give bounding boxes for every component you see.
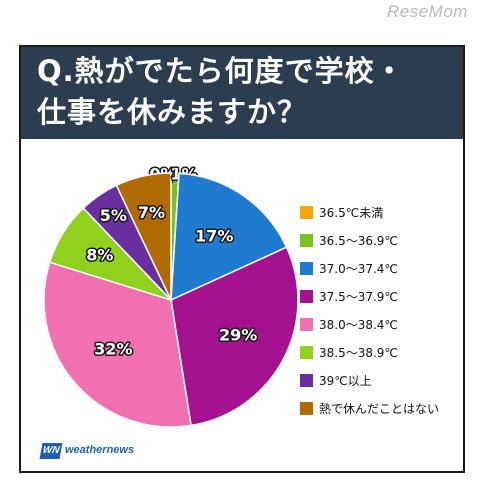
pie-slice-4 xyxy=(43,261,192,428)
legend-item: 38.5～38.9℃ xyxy=(300,341,463,365)
legend-label: 36.5～36.9℃ xyxy=(319,234,398,248)
title-banner: Q.熱がでたら何度で学校・ 仕事を休みますか？ xyxy=(21,47,463,139)
page-title-line-2: 仕事を休みますか？ xyxy=(37,95,308,129)
pie-slice-3 xyxy=(170,246,299,427)
logo-badge: WN xyxy=(39,443,63,459)
legend-label: 37.5～37.9℃ xyxy=(319,290,398,304)
legend-swatch xyxy=(300,262,313,275)
pie-slice-2 xyxy=(170,172,288,302)
legend-label: 37.0～37.4℃ xyxy=(319,262,398,276)
data-label-3: 29% xyxy=(219,325,257,344)
legend-item: 37.5～37.9℃ xyxy=(300,285,463,309)
legend-item: 38.0～38.4℃ xyxy=(300,313,463,337)
legend-swatch xyxy=(300,346,313,359)
legend-item: 37.0～37.4℃ xyxy=(300,257,463,281)
legend-swatch xyxy=(300,402,313,415)
leader-line xyxy=(170,168,176,184)
pie-chart: 0%1%17%29%32%8%5%7% xyxy=(43,163,299,428)
data-label-2: 17% xyxy=(195,227,233,246)
legend-swatch xyxy=(300,374,313,387)
legend-item: 36.5～36.9℃ xyxy=(300,229,463,253)
legend-item: 36.5℃未満 xyxy=(300,201,463,225)
data-label-4: 32% xyxy=(94,339,132,358)
legend-swatch xyxy=(300,234,313,247)
legend-swatch xyxy=(300,290,313,303)
legend-item: 39℃以上 xyxy=(300,369,463,393)
chart-legend: 36.5℃未満 36.5～36.9℃ 37.0～37.4℃ 37.5～37.9℃ 38.… xyxy=(300,201,463,425)
legend-label: 36.5℃未満 xyxy=(319,206,384,220)
legend-label: 熱で休んだことはない xyxy=(319,402,440,416)
legend-item: 熱で休んだことはない xyxy=(300,397,463,421)
survey-card: Q.熱がでたら何度で学校・ 仕事を休みますか？ 0%1%17%29%32%8%5… xyxy=(19,45,465,473)
page-title-line-1: Q.熱がでたら何度で学校・ xyxy=(37,54,405,88)
logo-text: weathernews xyxy=(65,444,135,456)
data-label-6: 5% xyxy=(100,206,127,225)
data-label-5: 8% xyxy=(86,245,113,264)
pie-slice-7 xyxy=(115,172,172,301)
resemom-watermark: ReseMom xyxy=(387,2,468,21)
legend-swatch xyxy=(300,318,313,331)
legend-label: 38.5～38.9℃ xyxy=(319,346,398,360)
legend-label: 39℃以上 xyxy=(319,374,372,388)
legend-label: 38.0～38.4℃ xyxy=(319,318,398,332)
data-label-7: 7% xyxy=(138,203,165,222)
legend-swatch xyxy=(300,206,313,219)
